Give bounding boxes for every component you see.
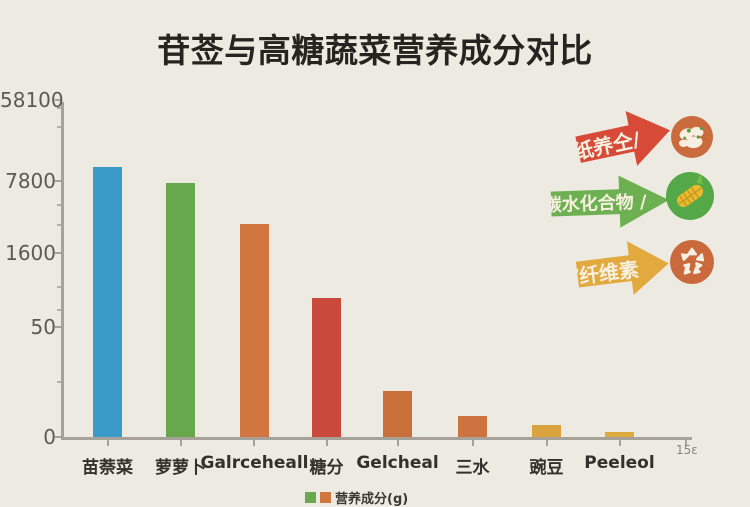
x-axis-tick — [253, 440, 255, 446]
bar — [93, 167, 122, 437]
x-axis-tick — [180, 440, 182, 446]
y-axis-minor-tick — [57, 286, 61, 289]
y-axis-minor-tick — [57, 224, 61, 227]
legend-arrow-nutrient: 纸养仝/ — [572, 103, 676, 177]
x-axis-line — [61, 437, 692, 440]
y-axis-tick — [55, 436, 61, 438]
x-axis-tick — [619, 440, 621, 446]
x-axis-tick — [685, 440, 687, 446]
legend-arrow-fiber: /纤维素 — [574, 237, 672, 302]
y-axis-tick — [55, 326, 61, 329]
y-axis-label: 50 — [30, 315, 56, 340]
x-axis-tick — [546, 440, 548, 446]
x-axis-label: Galrceheall — [200, 453, 309, 473]
bar — [166, 183, 195, 437]
bar — [532, 425, 561, 437]
y-axis-tick — [55, 179, 61, 182]
x-axis-label: 豌豆 — [529, 458, 564, 478]
bottom-legend: 营养成分(g) — [305, 488, 408, 507]
x-axis-tick — [326, 440, 328, 446]
x-axis-tick — [107, 440, 109, 446]
chart-title: 苷莶与高糖蔬菜营养成分对比 — [157, 31, 593, 70]
y-axis-label: 58100 — [0, 88, 64, 112]
y-axis-minor-tick — [57, 107, 61, 110]
x-axis-tick — [397, 440, 399, 446]
cabbage-icon — [671, 116, 713, 158]
y-axis-minor-tick — [57, 204, 61, 207]
x-axis-label: 苗萘菜 — [82, 458, 133, 478]
bottom-legend-label: 营养成分(g) — [335, 492, 409, 507]
bar — [312, 298, 341, 437]
x-axis-label: 萝萝卜 — [155, 458, 206, 478]
legend-label: 纸养仝/ — [571, 126, 643, 164]
legend-arrow-carbohydrate: 碳水化合物 / — [550, 174, 670, 230]
y-axis-label: 0 — [43, 425, 56, 449]
bar — [458, 416, 487, 437]
legend-label: /纤维素 — [570, 256, 641, 289]
bar — [605, 432, 634, 437]
bar — [240, 224, 269, 437]
legend-swatch-green — [305, 492, 316, 503]
x-axis-label: Gelcheal — [356, 453, 439, 473]
legend-swatch-orange — [320, 492, 331, 503]
y-axis-label: 7800 — [5, 168, 56, 193]
y-axis-minor-tick — [57, 308, 61, 311]
y-axis-minor-tick — [57, 381, 61, 384]
y-axis-minor-tick — [57, 125, 61, 128]
x-axis-end-label: 15ε — [676, 443, 698, 457]
y-axis-tick — [55, 99, 61, 101]
seeds-icon — [670, 240, 714, 284]
corn-icon — [666, 172, 714, 220]
bar — [383, 391, 412, 437]
y-axis-line — [61, 102, 64, 440]
legend-label: 碳水化合物 / — [543, 191, 647, 217]
x-axis-label: Peeleol — [584, 453, 655, 473]
x-axis-tick — [472, 440, 474, 446]
y-axis-tick — [55, 251, 61, 254]
x-axis-label: 三水 — [455, 458, 490, 478]
x-axis-label: 糖分 — [309, 458, 344, 478]
y-axis-label: 1600 — [5, 240, 56, 265]
